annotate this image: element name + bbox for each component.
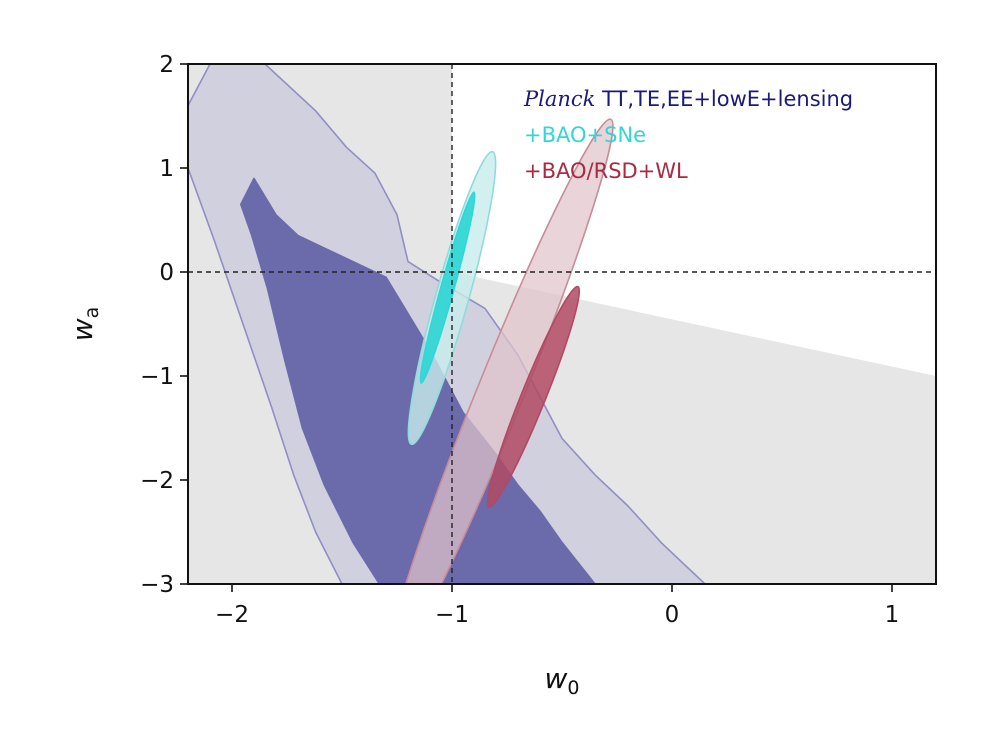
x-axis-label: w0 bbox=[545, 662, 580, 699]
y-axis-label: wa bbox=[66, 307, 103, 342]
legend-entry-bao-sne: +BAO+SNe bbox=[524, 123, 646, 147]
x-tick-label: −2 bbox=[215, 602, 249, 628]
legend-entry-planck: Planck TT,TE,EE+lowE+lensing bbox=[523, 87, 853, 111]
axis-ticks: −2 −1 0 1 −3 −2 −1 0 1 2 bbox=[140, 52, 899, 628]
x-tick-label: 1 bbox=[885, 602, 900, 628]
contour-bao-rsd-wl-68 bbox=[486, 285, 581, 508]
contour-bao-sne-68 bbox=[419, 191, 476, 384]
legend: Planck TT,TE,EE+lowE+lensing +BAO+SNe +B… bbox=[523, 87, 853, 183]
y-tick-label: 2 bbox=[159, 52, 174, 78]
x-tick-label: 0 bbox=[665, 602, 680, 628]
y-tick-label: −1 bbox=[140, 364, 174, 390]
plot-area bbox=[188, 64, 936, 584]
y-tick-label: 1 bbox=[159, 156, 174, 182]
legend-entry-bao-rsd-wl: +BAO/RSD+WL bbox=[524, 159, 688, 183]
plot-frame bbox=[187, 63, 937, 585]
y-tick-label: −2 bbox=[140, 468, 174, 494]
y-tick-label: −3 bbox=[140, 572, 174, 598]
x-tick-label: −1 bbox=[435, 602, 469, 628]
y-tick-label: 0 bbox=[159, 260, 174, 286]
contour-layers bbox=[188, 64, 706, 584]
